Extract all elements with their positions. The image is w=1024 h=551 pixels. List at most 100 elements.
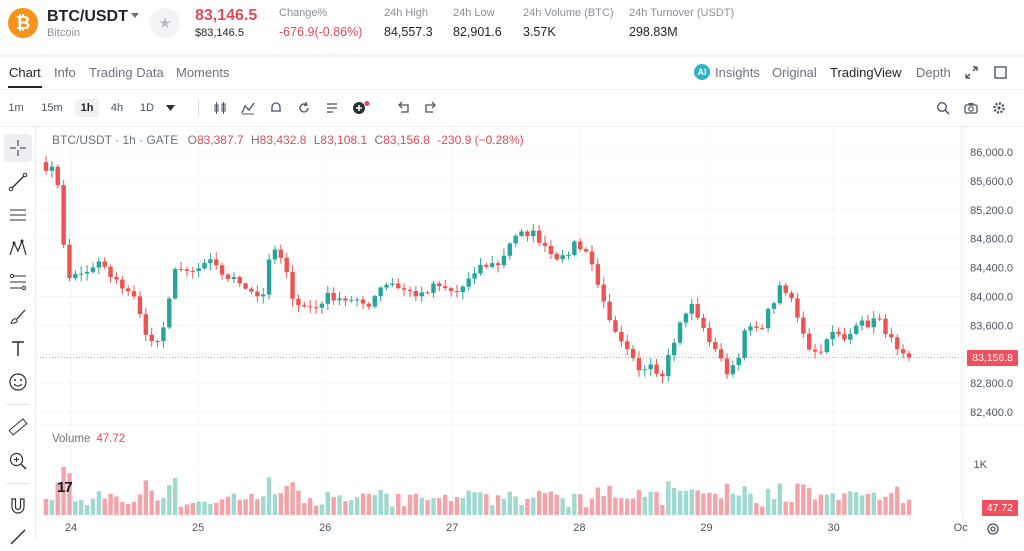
volume-bar — [61, 467, 66, 515]
volume-bar — [331, 497, 336, 515]
volume-bar — [290, 482, 295, 515]
crosshair-icon[interactable] — [4, 134, 32, 162]
emoji-icon[interactable] — [4, 368, 32, 396]
candle-body — [302, 304, 307, 307]
stat-value: -676.9(-0.86%) — [279, 25, 363, 39]
volume-bar — [190, 503, 195, 515]
volume-bar — [572, 493, 577, 515]
candle-body — [378, 287, 383, 296]
pattern-icon[interactable] — [4, 234, 32, 262]
candle-body — [67, 244, 72, 279]
pair-selector[interactable]: BTC/USDT — [47, 8, 128, 25]
candle-body — [460, 286, 466, 293]
stat-label: Change% — [279, 7, 328, 19]
undo-icon[interactable] — [394, 99, 412, 117]
tab-original[interactable]: Original — [772, 65, 817, 80]
interval-1h[interactable]: 1h — [75, 99, 99, 117]
candle-body — [578, 241, 583, 250]
chevron-down-icon[interactable] — [131, 13, 139, 18]
replay-icon[interactable] — [295, 99, 313, 117]
tab-chart[interactable]: Chart — [9, 65, 41, 80]
tab-trading-data[interactable]: Trading Data — [89, 65, 164, 80]
drawing-tools-rail — [0, 127, 36, 545]
candle-body — [272, 249, 278, 260]
trend-line-icon[interactable] — [4, 168, 32, 196]
volume-bar — [278, 493, 284, 515]
candle-body — [208, 259, 213, 264]
stat-24h-high: 24h High 84,557.3 — [384, 7, 433, 39]
candle-body — [349, 299, 354, 301]
text-tool-icon[interactable] — [4, 335, 32, 363]
volume-bar — [319, 504, 325, 515]
x-tick-label: 29 — [700, 522, 712, 534]
volume-bar — [754, 503, 759, 515]
volume-bar — [589, 498, 595, 515]
tab-tradingview[interactable]: TradingView — [830, 65, 902, 80]
insights-icon[interactable]: AI — [694, 64, 710, 80]
stat-value: 3.57K — [523, 25, 556, 39]
volume-bar — [143, 480, 149, 515]
favorite-star-icon[interactable]: ★ — [150, 8, 180, 38]
candle-body — [319, 303, 325, 308]
stat-label: 24h Volume (BTC) — [523, 7, 614, 19]
horizontal-lines-icon[interactable] — [4, 201, 32, 229]
candle-body — [748, 326, 753, 331]
candle-body — [730, 365, 736, 375]
volume-bar — [871, 492, 876, 515]
tab-moments[interactable]: Moments — [176, 65, 230, 80]
legend-open: 83,387.7 — [196, 133, 244, 147]
candle-body — [478, 264, 483, 274]
volume-bar — [748, 493, 753, 515]
price-chart[interactable]: 86,000.0 85,600.0 85,200.0 84,800.0 84,400.0… — [37, 127, 1024, 540]
stat-value: 84,557.3 — [384, 25, 433, 39]
candle-body — [636, 358, 642, 371]
gear-icon[interactable] — [990, 99, 1008, 117]
candle-type-icon[interactable] — [211, 99, 229, 117]
redo-icon[interactable] — [422, 99, 440, 117]
interval-15m[interactable]: 15m — [41, 102, 63, 114]
chart-settings-icon[interactable] — [984, 520, 1002, 538]
volume-bar — [96, 491, 102, 515]
volume-bar — [671, 487, 677, 515]
volume-bar — [155, 500, 160, 515]
expand-icon[interactable] — [962, 63, 980, 81]
tab-depth[interactable]: Depth — [916, 65, 951, 80]
candle-body — [865, 320, 871, 328]
indicators-icon[interactable] — [239, 99, 257, 117]
candle-body — [718, 349, 724, 359]
search-icon[interactable] — [934, 99, 952, 117]
zoom-in-icon[interactable] — [4, 447, 32, 475]
volume-bar — [161, 497, 166, 515]
interval-dropdown-icon[interactable] — [161, 99, 179, 117]
templates-icon[interactable] — [323, 99, 341, 117]
candle-body — [513, 235, 518, 244]
tab-insights[interactable]: Insights — [715, 65, 760, 80]
candle-body — [448, 288, 454, 292]
fib-retracement-icon[interactable] — [4, 268, 32, 296]
interval-1m[interactable]: 1m — [8, 102, 24, 114]
candle-body — [55, 166, 60, 186]
camera-icon[interactable] — [962, 99, 980, 117]
volume-bar — [536, 490, 542, 515]
volume-bar — [443, 494, 448, 515]
volume-bar — [895, 486, 900, 515]
add-indicator-icon[interactable] — [352, 99, 370, 117]
volume-label: Volume — [52, 433, 91, 445]
candle-body — [554, 254, 559, 260]
volume-bar — [648, 491, 653, 515]
lock-drawings-icon[interactable] — [4, 523, 32, 551]
candle-body — [619, 331, 624, 342]
brush-icon[interactable] — [4, 302, 32, 330]
interval-1d[interactable]: 1D — [139, 102, 155, 114]
candle-body — [266, 259, 272, 295]
volume-bar — [202, 501, 207, 515]
tab-info[interactable]: Info — [54, 65, 76, 80]
ruler-icon[interactable] — [4, 413, 32, 441]
volume-bar — [730, 493, 736, 515]
legend-c-key: C — [374, 133, 384, 147]
fullscreen-icon[interactable] — [991, 63, 1009, 81]
alert-icon[interactable] — [267, 99, 285, 117]
magnet-icon[interactable] — [4, 492, 32, 520]
x-tick-label: 25 — [192, 522, 204, 534]
interval-4h[interactable]: 4h — [110, 102, 124, 114]
